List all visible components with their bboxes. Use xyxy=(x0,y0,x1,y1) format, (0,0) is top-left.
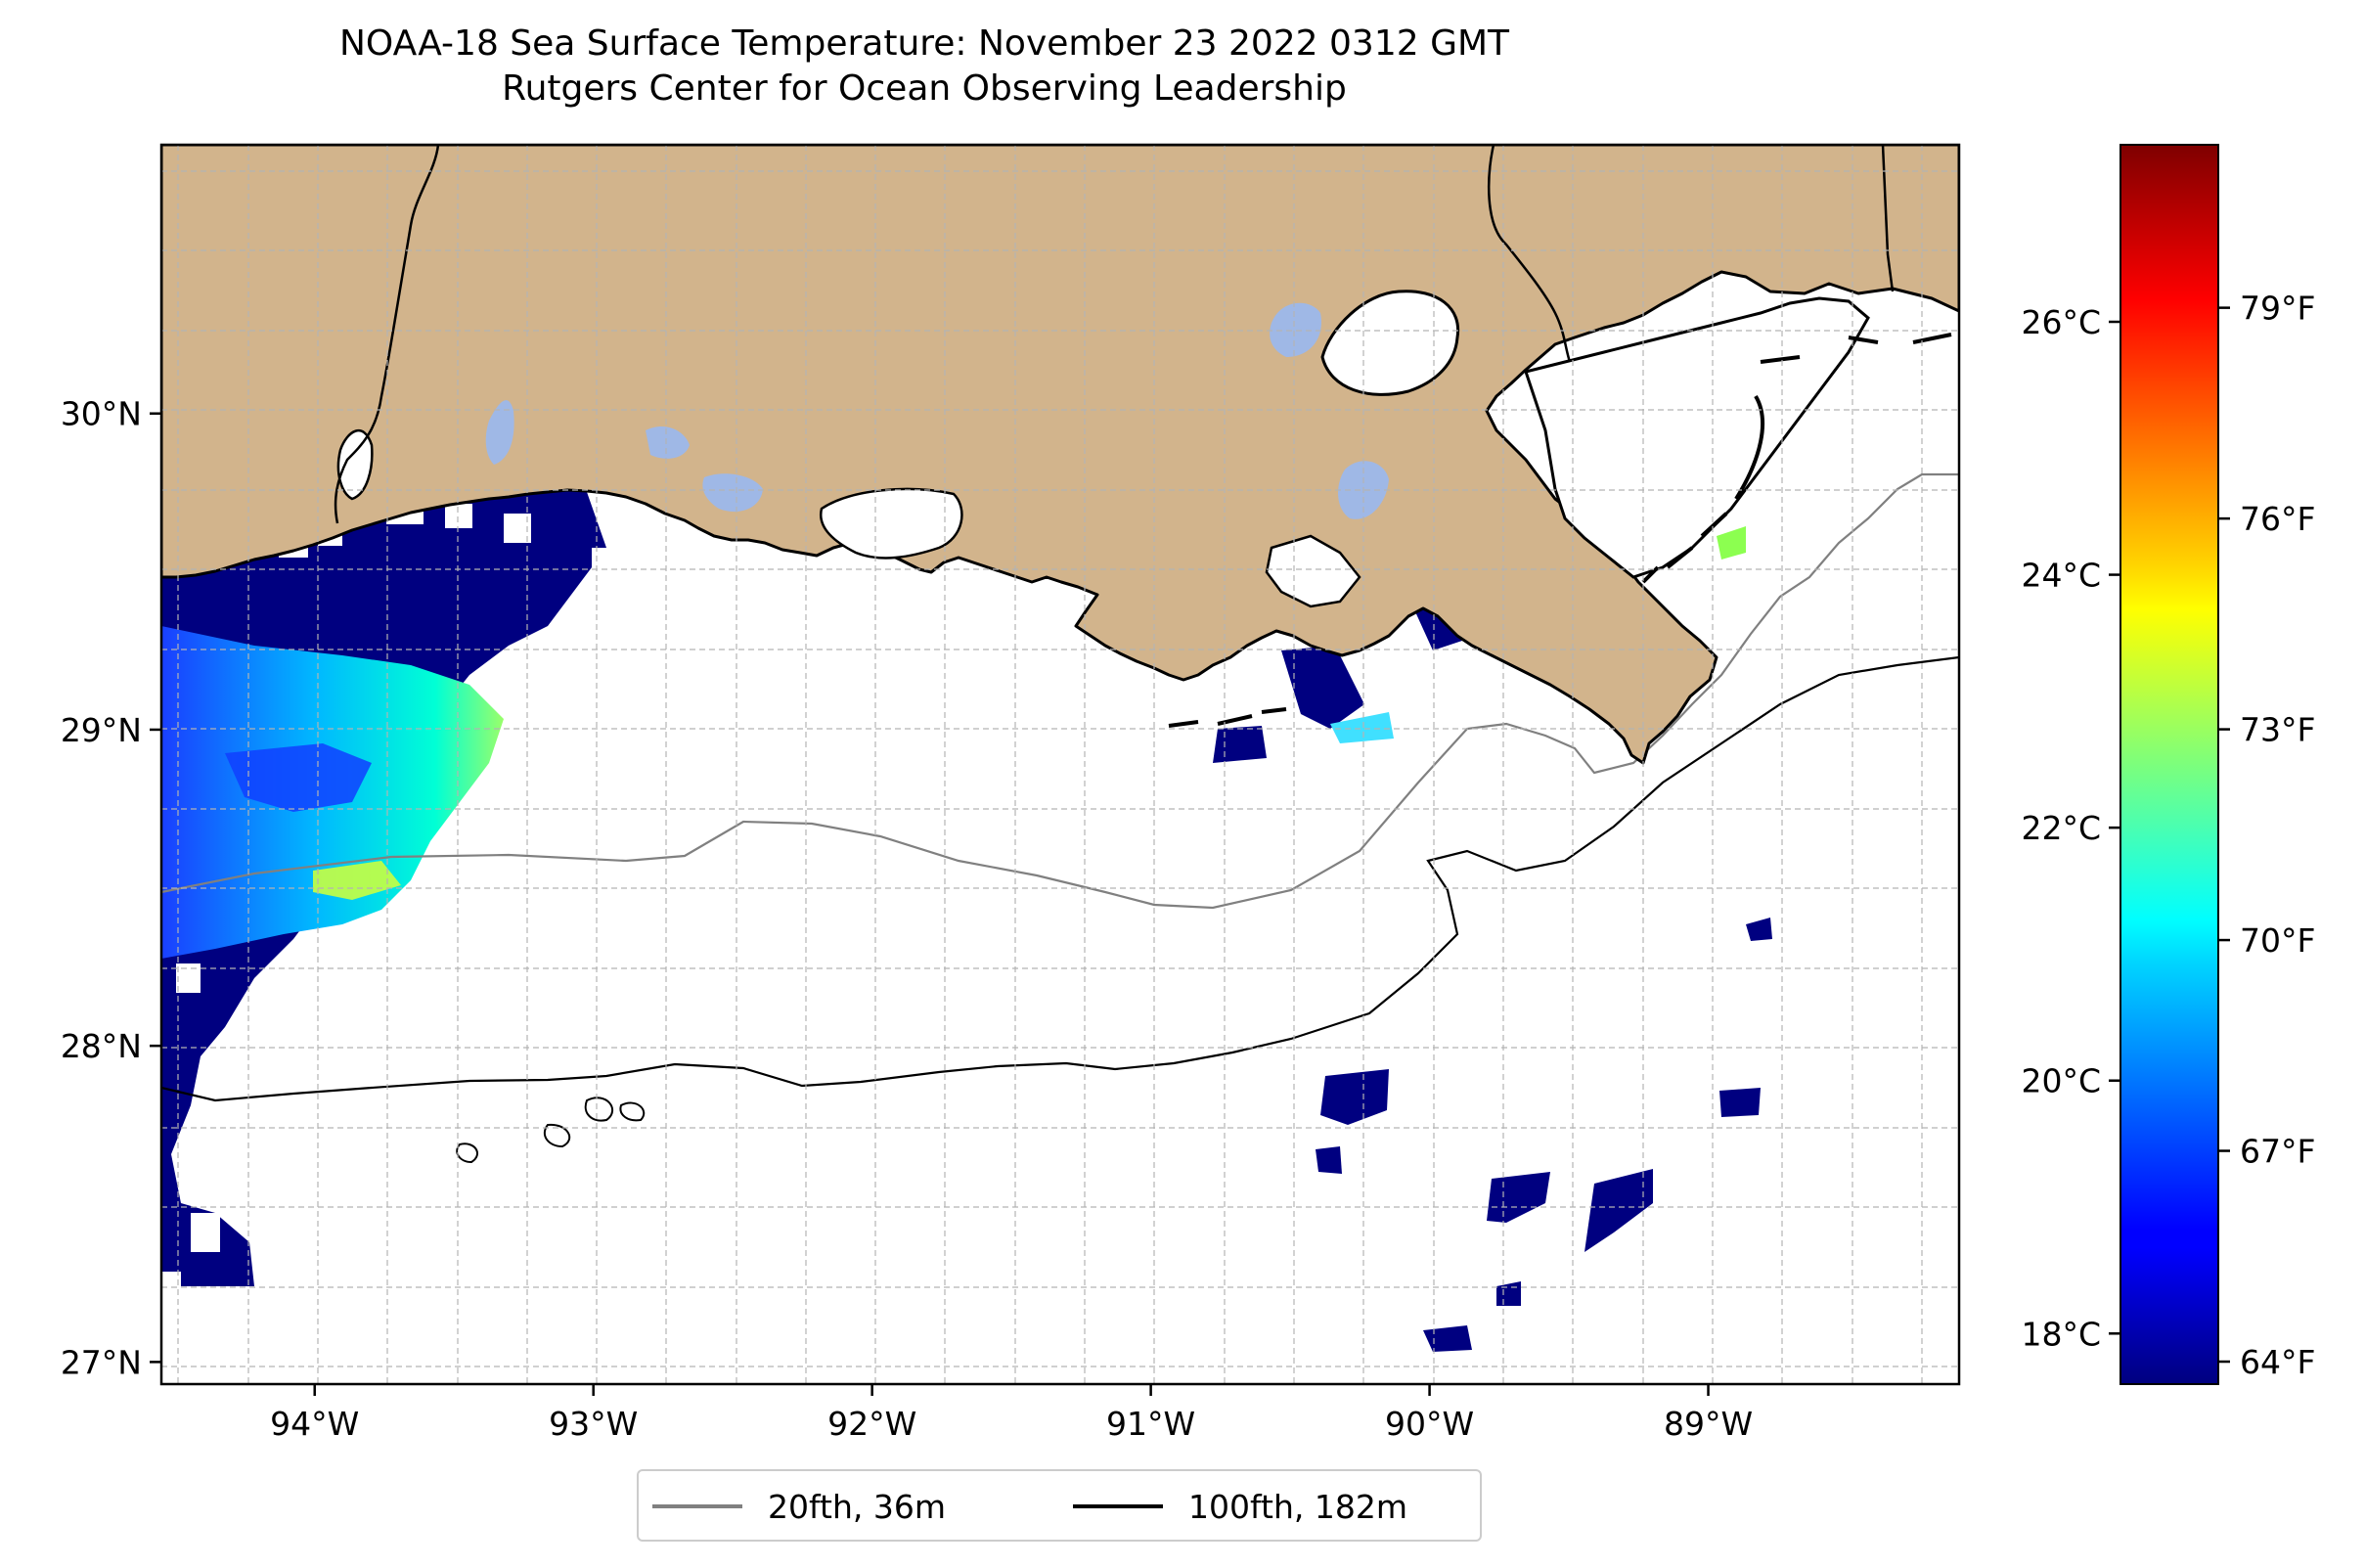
land-boundaries xyxy=(334,145,1895,524)
delta-open-water xyxy=(1524,296,1870,579)
x-tick-label: 91°W xyxy=(1106,1405,1195,1443)
sst-plume-warm-edge xyxy=(313,861,401,900)
terrebonne-bay xyxy=(1265,534,1361,608)
colorbar-celsius-axis: 18°C 20°C 22°C 24°C 26°C xyxy=(2021,303,2120,1353)
legend-label-20fth: 20fth, 36m xyxy=(768,1487,946,1526)
mississippi-alabama-border xyxy=(1881,145,1895,292)
colorbar-fahrenheit-label: 70°F xyxy=(2240,921,2315,960)
x-tick-label: 92°W xyxy=(827,1405,916,1443)
inland-lakes xyxy=(485,302,1389,519)
latitude-axis: 27°N 28°N 29°N 30°N xyxy=(61,395,161,1381)
sst-coastal-warm-patch xyxy=(1330,712,1394,743)
chandeleur-islands xyxy=(1641,394,1764,584)
title-line-1: NOAA-18 Sea Surface Temperature: Novembe… xyxy=(338,23,1510,64)
contour-100fth-island-2 xyxy=(543,1123,571,1148)
texas-louisiana-border xyxy=(334,145,440,524)
map-frame xyxy=(159,143,1961,1386)
legend-item-20fth: 20fth, 36m xyxy=(652,1487,946,1526)
longitude-axis: 94°W 93°W 92°W 91°W 90°W 89°W xyxy=(270,1384,1753,1443)
legend-swatch-black-line xyxy=(1073,1504,1163,1508)
contour-20fth xyxy=(161,472,1959,910)
y-tick-label: 27°N xyxy=(61,1343,142,1381)
colorbar-celsius-label: 22°C xyxy=(2021,809,2101,847)
colorbar-fahrenheit-label: 76°F xyxy=(2240,500,2315,538)
colorbar-gradient xyxy=(2120,144,2219,1385)
y-tick-label: 30°N xyxy=(61,395,142,433)
contour-100fth-island-1 xyxy=(584,1097,613,1122)
legend-label-100fth: 100fth, 182m xyxy=(1188,1487,1407,1526)
x-tick-label: 90°W xyxy=(1385,1405,1474,1443)
x-tick-label: 93°W xyxy=(549,1405,638,1443)
sst-delta-warm-patch xyxy=(1717,526,1746,560)
colorbar-fahrenheit-label: 73°F xyxy=(2240,711,2315,749)
contour-100fth-island-4 xyxy=(456,1142,478,1164)
bathymetry-contours xyxy=(161,472,1959,1164)
title-line-2: Rutgers Center for Ocean Observing Leade… xyxy=(502,68,1347,109)
louisiana-mississippi-border xyxy=(1488,145,1572,363)
colorbar-fahrenheit-axis: 64°F 67°F 70°F 73°F 76°F 79°F xyxy=(2218,290,2315,1381)
y-tick-label: 28°N xyxy=(61,1027,142,1065)
colorbar-fahrenheit-label: 64°F xyxy=(2240,1343,2315,1381)
colorbar-celsius-label: 20°C xyxy=(2021,1062,2101,1100)
chart-title: NOAA-18 Sea Surface Temperature: Novembe… xyxy=(0,22,1849,112)
legend-swatch-gray-line xyxy=(652,1504,742,1508)
contour-100fth xyxy=(161,655,1959,1102)
lake-pontchartrain xyxy=(1320,290,1460,396)
x-tick-label: 94°W xyxy=(270,1405,359,1443)
colorbar-celsius-label: 18°C xyxy=(2021,1315,2101,1353)
land-louisiana-texas xyxy=(161,145,1959,765)
colorbar-fahrenheit-label: 67°F xyxy=(2240,1133,2315,1171)
sabine-lake xyxy=(336,428,374,501)
contour-100fth-island-3 xyxy=(619,1101,646,1122)
sst-plume-core xyxy=(225,743,372,812)
offshore-sandbars xyxy=(1168,333,1952,728)
colorbar-fahrenheit-label: 79°F xyxy=(2240,290,2315,328)
map-gridlines xyxy=(161,145,1959,1384)
y-tick-label: 29°N xyxy=(61,711,142,749)
colorbar: 18°C 20°C 22°C 24°C 26°C 64°F 67°F 70°F 73°F 76°… xyxy=(2021,144,2315,1385)
x-tick-label: 89°W xyxy=(1664,1405,1753,1443)
contour-legend: 20fth, 36m 100fth, 182m xyxy=(637,1469,1482,1542)
colorbar-celsius-label: 24°C xyxy=(2021,557,2101,595)
vermilion-bay xyxy=(819,487,963,560)
colorbar-celsius-label: 26°C xyxy=(2021,303,2101,341)
sst-data-layer xyxy=(161,427,1772,1352)
legend-item-100fth: 100fth, 182m xyxy=(1073,1487,1407,1526)
